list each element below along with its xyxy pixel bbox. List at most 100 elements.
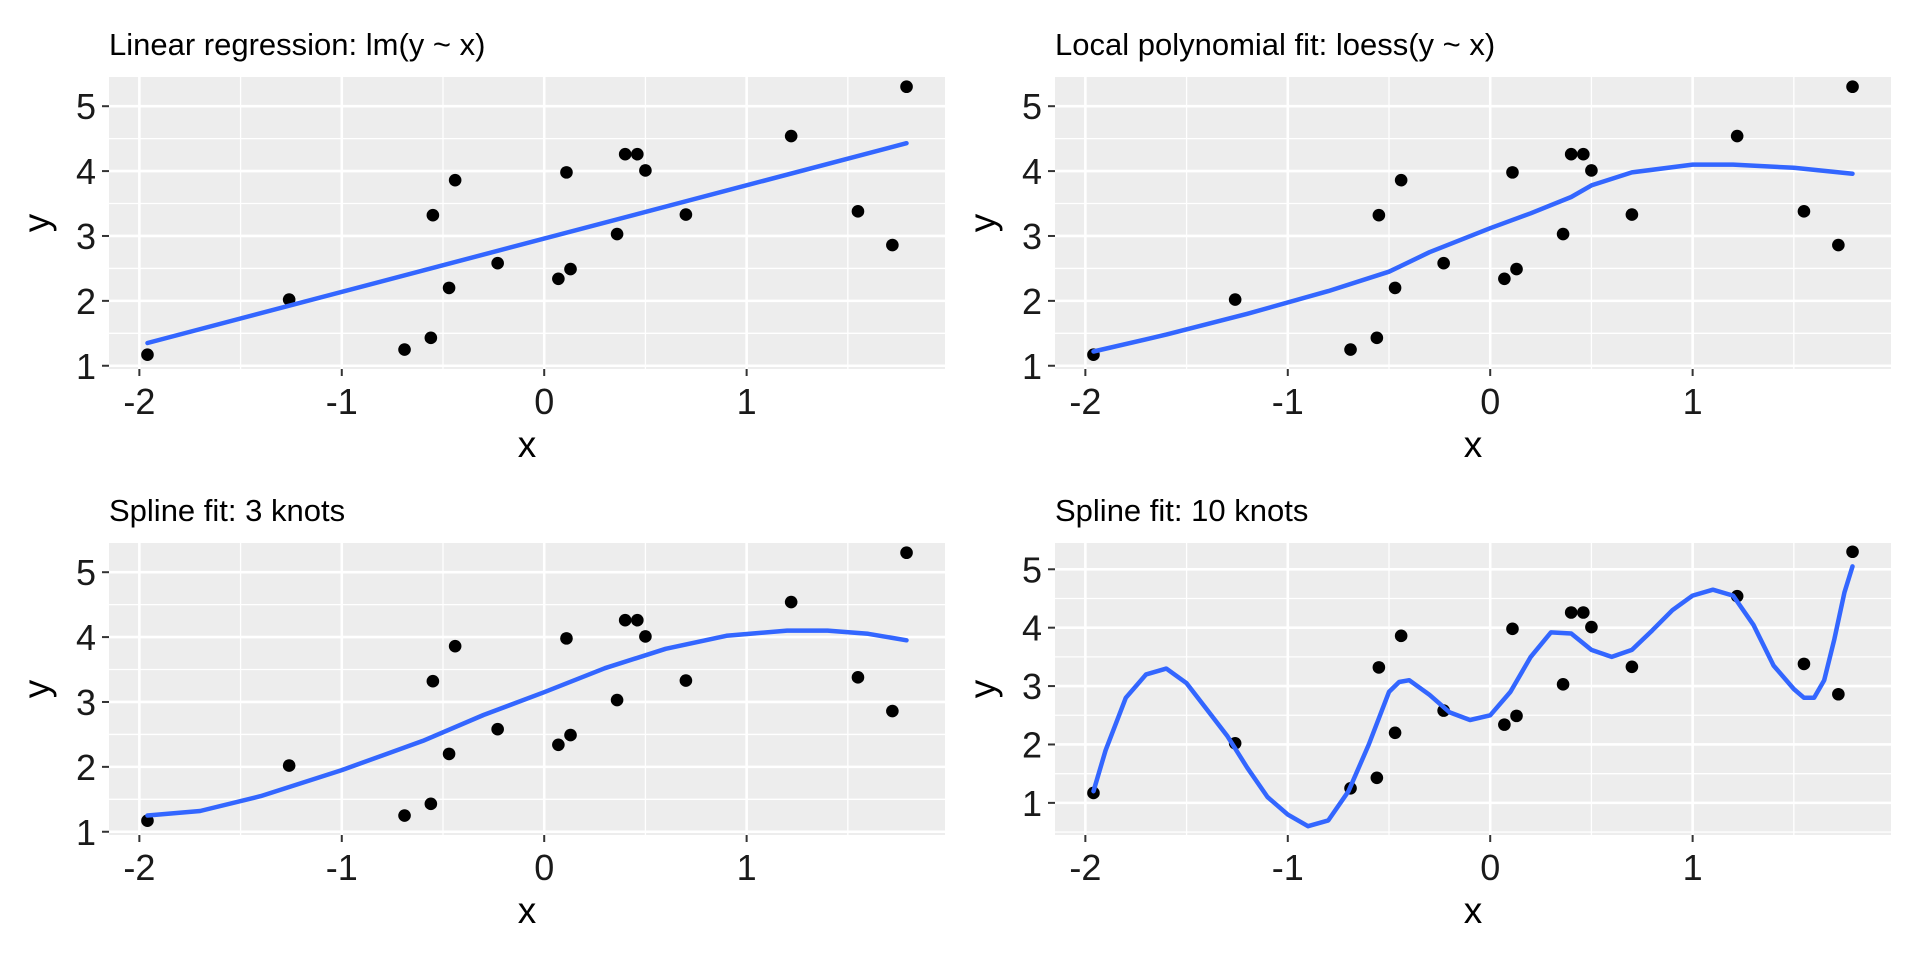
fit-line	[145, 140, 909, 346]
y-tick-label: 2	[1022, 724, 1042, 765]
y-tick-label: 5	[1022, 86, 1042, 127]
data-point	[1564, 606, 1578, 619]
data-point	[900, 80, 913, 94]
data-point	[1370, 331, 1384, 345]
panel-title: Local polynomial fit: loess(y ~ x)	[1055, 27, 1495, 62]
x-tick-label: -1	[1272, 847, 1304, 888]
data-point	[631, 147, 644, 161]
data-point	[1510, 709, 1523, 723]
data-point	[1372, 208, 1386, 222]
data-point	[851, 205, 865, 218]
data-point	[1832, 238, 1845, 252]
panel-title: Spline fit: 10 knots	[1055, 493, 1308, 528]
data-point	[426, 208, 440, 222]
data-point	[1556, 678, 1570, 691]
x-tick-label: 0	[534, 847, 554, 888]
x-axis-title: x	[518, 890, 537, 931]
data-point	[618, 147, 632, 161]
data-point	[424, 331, 438, 345]
data-point	[1228, 293, 1242, 306]
data-point	[552, 738, 565, 752]
data-point	[1506, 622, 1519, 636]
y-axis-title: y	[16, 213, 57, 232]
fit-line	[1091, 162, 1855, 354]
y-tick-label: 5	[76, 86, 96, 127]
data-point	[1730, 129, 1744, 143]
y-tick-label: 4	[1022, 151, 1042, 192]
x-tick-label: -1	[1272, 381, 1304, 422]
data-point	[610, 227, 624, 241]
data-point	[1344, 343, 1357, 356]
chart-panel-3: -2 -1 0 1 1 2 3 4 5 x y Spline fit: 3 knots	[16, 493, 945, 931]
chart-panel-2: -2 -1 0 1 1 2 3 4 5 x y Local polynomial fit: loess…	[962, 27, 1891, 465]
x-tick-label: 1	[737, 381, 757, 422]
data-point	[631, 613, 644, 627]
data-point	[1797, 205, 1811, 218]
data-point	[398, 809, 411, 822]
data-point	[1388, 281, 1402, 295]
data-point	[1625, 208, 1639, 221]
data-point	[1846, 545, 1859, 559]
data-point	[1498, 272, 1511, 286]
data-point	[1577, 606, 1590, 619]
y-tick-label: 3	[1022, 666, 1042, 707]
data-point	[426, 674, 440, 688]
data-point	[900, 546, 913, 560]
data-point	[1394, 629, 1408, 643]
y-tick-label: 1	[1022, 783, 1042, 824]
data-point	[1846, 80, 1859, 94]
y-tick-label: 1	[1022, 346, 1042, 387]
y-axis-title: y	[16, 679, 57, 698]
data-point	[564, 728, 577, 742]
y-tick-label: 5	[76, 552, 96, 593]
x-tick-label: -2	[123, 847, 155, 888]
x-tick-label: 0	[534, 381, 554, 422]
x-tick-label: 1	[737, 847, 757, 888]
data-point	[1564, 147, 1578, 161]
plot-background	[109, 543, 945, 835]
data-point	[784, 129, 798, 143]
data-point	[679, 674, 693, 687]
data-point	[560, 166, 573, 179]
plot-background	[1055, 77, 1891, 369]
y-tick-label: 4	[76, 617, 96, 658]
data-point	[424, 797, 438, 811]
data-point	[282, 759, 296, 772]
data-point	[1585, 164, 1598, 177]
data-point	[1437, 256, 1450, 270]
data-point	[1625, 660, 1639, 674]
fit-line	[1091, 564, 1855, 829]
data-point	[141, 814, 154, 828]
data-point	[1556, 227, 1570, 241]
panel-title: Linear regression: lm(y ~ x)	[109, 27, 485, 62]
y-tick-label: 2	[76, 281, 96, 322]
x-axis-title: x	[518, 424, 537, 465]
x-tick-label: -2	[1069, 847, 1101, 888]
data-point	[448, 639, 462, 653]
x-tick-label: 1	[1683, 847, 1703, 888]
data-point	[618, 613, 632, 627]
data-point	[564, 262, 577, 276]
y-tick-label: 1	[76, 346, 96, 387]
data-point	[552, 272, 565, 286]
data-point	[1797, 657, 1811, 671]
y-tick-label: 1	[76, 812, 96, 853]
chart-panel-1: -2 -1 0 1 1 2 3 4 5 x y Linear regression: lm(y ~ x…	[16, 27, 945, 465]
data-point	[639, 164, 652, 177]
data-point	[491, 256, 504, 270]
panel-title: Spline fit: 3 knots	[109, 493, 345, 528]
data-point	[1370, 771, 1384, 785]
x-axis-title: x	[1464, 424, 1483, 465]
data-point	[784, 595, 798, 609]
data-point	[639, 630, 652, 643]
x-tick-label: -2	[123, 381, 155, 422]
data-point	[886, 704, 899, 718]
data-point	[610, 693, 624, 707]
y-tick-label: 5	[1022, 549, 1042, 590]
chart-panel-4: -2 -1 0 1 1 2 3 4 5 x y Spline fit: 10 knots	[962, 493, 1891, 931]
y-tick-label: 4	[76, 151, 96, 192]
data-point	[1394, 173, 1408, 187]
plot-background	[1055, 543, 1891, 835]
data-point	[1372, 661, 1386, 674]
data-point	[398, 343, 411, 356]
